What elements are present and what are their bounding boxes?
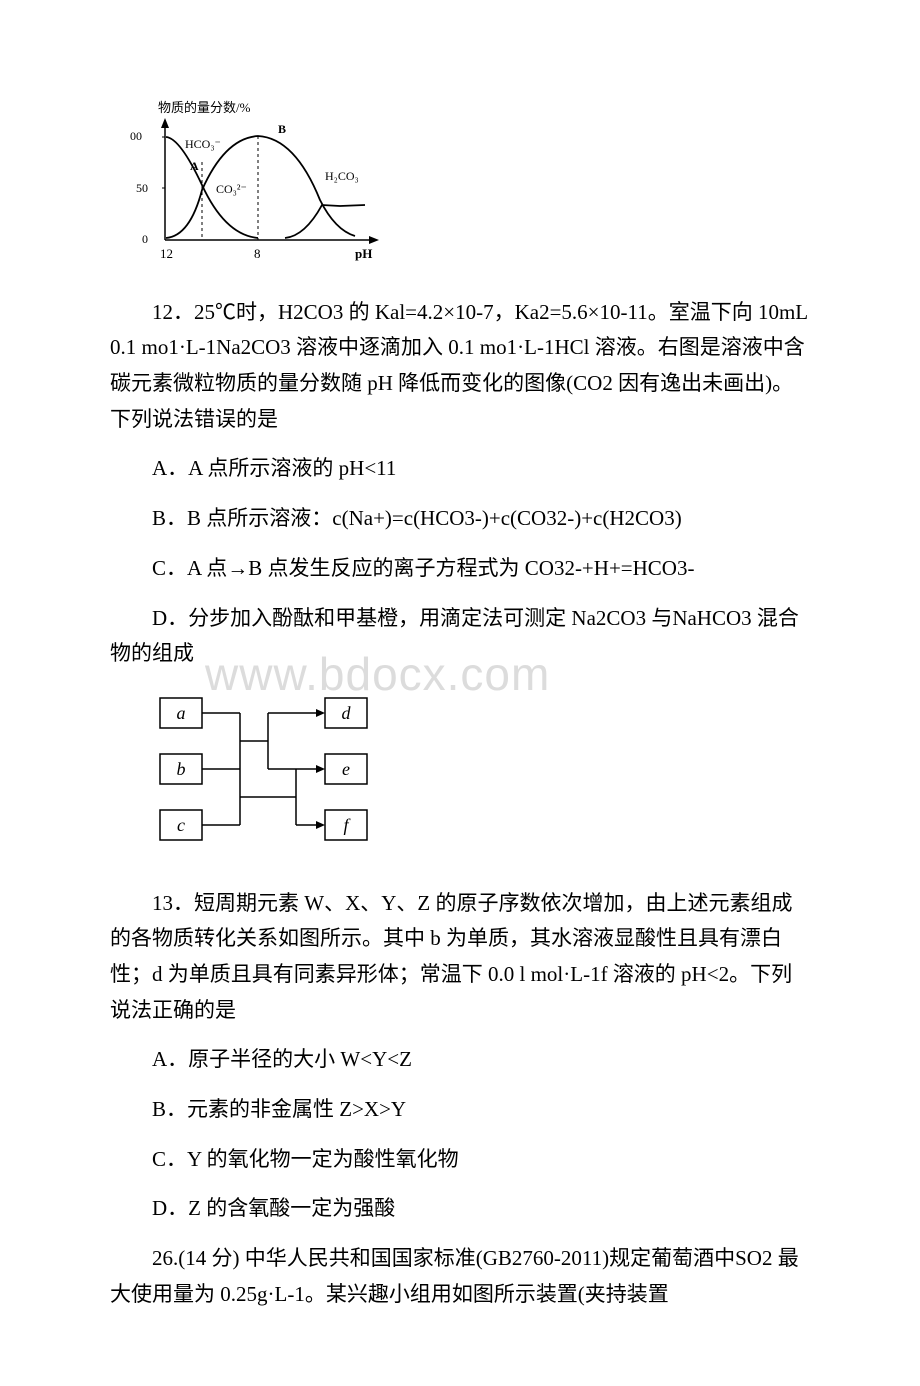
node-d: d: [342, 703, 352, 723]
node-c: c: [177, 815, 185, 835]
svg-text:0: 0: [142, 232, 148, 246]
q12-option-c: C．A 点→B 点发生反应的离子方程式为 CO32-+H+=HCO3-: [110, 551, 810, 587]
q13-option-c: C．Y 的氧化物一定为酸性氧化物: [110, 1142, 810, 1178]
q12-text: 12．25℃时，H2CO3 的 Kal=4.2×10-7，Ka2=5.6×10-…: [110, 295, 810, 438]
q13-option-d: D．Z 的含氧酸一定为强酸: [110, 1191, 810, 1227]
chart-point-a: A: [190, 159, 199, 173]
svg-text:H₂CO₃: H₂CO₃: [325, 169, 359, 183]
svg-text:12: 12: [160, 246, 173, 261]
q12-option-b: B．B 点所示溶液：c(Na+)=c(HCO3-)+c(CO32-)+c(H2C…: [110, 501, 810, 537]
q12-option-a: A．A 点所示溶液的 pH<11: [110, 451, 810, 487]
q13-option-b: B．元素的非金属性 Z>X>Y: [110, 1092, 810, 1128]
q13-option-a: A．原子半径的大小 W<Y<Z: [110, 1042, 810, 1078]
svg-text:CO₃²⁻: CO₃²⁻: [216, 182, 247, 196]
q12-option-d: D．分步加入酚酞和甲基橙，用滴定法可测定 Na2CO3 与NaHCO3 混合物的…: [110, 601, 810, 672]
svg-text:HCO₃⁻: HCO₃⁻: [185, 137, 221, 151]
node-a: a: [177, 703, 186, 723]
q13-text: 13．短周期元素 W、X、Y、Z 的原子序数依次增加，由上述元素组成的各物质转化…: [110, 886, 810, 1029]
svg-text:8: 8: [254, 246, 261, 261]
svg-text:pH: pH: [355, 246, 372, 261]
node-e: e: [342, 759, 350, 779]
chart-point-b: B: [278, 122, 286, 136]
node-b: b: [177, 759, 186, 779]
diagram-flowchart: a b c d e f: [150, 686, 810, 868]
chart-hco3-co3-h2co3: 物质的量分数/% 100 50 0 12 8 pH HCO₃⁻ A: [130, 100, 810, 277]
svg-text:50: 50: [136, 181, 148, 195]
svg-text:100: 100: [130, 129, 142, 143]
chart-y-axis-label: 物质的量分数/%: [158, 100, 251, 115]
